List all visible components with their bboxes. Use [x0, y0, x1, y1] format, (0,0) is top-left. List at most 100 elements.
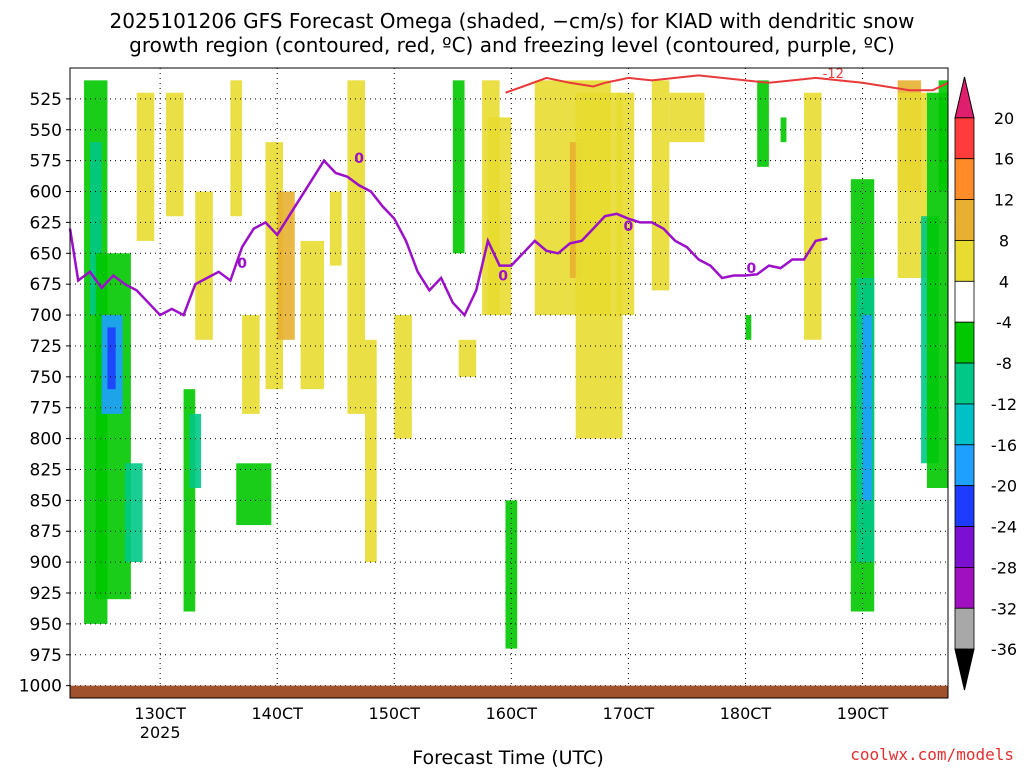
y-tick-label-850: 850	[30, 491, 62, 511]
y-tick-label-725: 725	[30, 337, 62, 357]
colorbar-tick-13: -36	[991, 640, 1017, 659]
x-tick-label-19: 190CT	[837, 704, 889, 723]
colorbar-tick-6: -8	[996, 354, 1012, 373]
dgz-contour-label: -12	[823, 67, 844, 82]
y-tick-label-900: 900	[30, 553, 62, 573]
omega-shade-20	[394, 315, 412, 439]
omega-shade-37	[862, 315, 872, 501]
colorbar: 20 16 12 8 4 -4 -8 -12 -16 -20 -24 -28 -32 -36	[954, 76, 1017, 691]
omega-shade-10	[195, 191, 213, 340]
colorbar-swatch-8	[954, 403, 975, 446]
omega-shade-30	[651, 80, 670, 291]
y-tick-label-525: 525	[30, 90, 62, 110]
y-tick-label-625: 625	[30, 213, 62, 233]
colorbar-tick-3: 8	[999, 231, 1009, 250]
y-tick-label-875: 875	[30, 522, 62, 542]
omega-shade-17	[329, 191, 342, 266]
colorbar-swatch-1	[954, 117, 975, 160]
y-tick-label-825: 825	[30, 460, 62, 480]
colorbar-swatch-2	[954, 158, 975, 201]
omega-shade-22	[458, 339, 477, 377]
omega-shade-5	[125, 463, 143, 563]
x-tick-label-16: 160CT	[486, 704, 538, 723]
colorbar-swatch-5	[954, 280, 975, 323]
colorbar-swatch-7	[954, 362, 975, 405]
y-tick-label-575: 575	[30, 152, 62, 172]
plot-area: 0 0 0 0 0 -12	[68, 67, 949, 699]
omega-shade-12	[236, 463, 272, 526]
plot-frame	[69, 67, 949, 699]
colorbar-tick-5: -4	[996, 313, 1012, 332]
colorbar-swatch-12	[954, 567, 975, 609]
colorbar-tick-2: 12	[994, 191, 1014, 210]
y-tick-label-550: 550	[30, 121, 62, 141]
x-tick-sublabel-13: 2025	[140, 723, 181, 742]
y-axis: 525 550 575 600 625 650 675 700 725 750 775 800 825 8…	[19, 90, 70, 697]
y-tick-label-775: 775	[30, 399, 62, 419]
x-tick-label-18: 180CT	[720, 704, 772, 723]
colorbar-tick-0: 20	[994, 109, 1014, 128]
y-tick-label-675: 675	[30, 275, 62, 295]
x-tick-label-13: 130CT	[134, 704, 186, 723]
freezing-level-label-3: 0	[746, 261, 756, 277]
y-tick-label-950: 950	[30, 615, 62, 635]
freezing-level-label-2: 0	[624, 219, 634, 235]
omega-shade-16	[300, 240, 325, 390]
colorbar-tick-7: -12	[991, 395, 1017, 414]
omega-shade-7	[165, 92, 184, 217]
terrain-band	[70, 685, 948, 698]
colorbar-tick-4: 4	[999, 272, 1009, 291]
colorbar-tick-11: -28	[991, 558, 1017, 577]
omega-shade-25	[505, 500, 518, 649]
colorbar-tick-8: -16	[991, 436, 1017, 455]
y-tick-label-650: 650	[30, 244, 62, 264]
colorbar-swatch-6	[954, 321, 975, 364]
colorbar-swatch-11	[954, 526, 975, 568]
colorbar-swatch-4	[954, 240, 975, 282]
y-tick-label-975: 975	[30, 646, 62, 666]
omega-shade-28	[575, 92, 623, 439]
omega-shade-29	[616, 92, 635, 316]
colorbar-tick-9: -20	[991, 477, 1017, 496]
colorbar-swatch-10	[954, 485, 975, 527]
y-tick-label-1000: 1000	[19, 677, 62, 697]
omega-shade-11	[230, 80, 243, 217]
omega-shade-21	[452, 80, 465, 254]
colorbar-swatch-3	[954, 199, 975, 241]
omega-shade-42	[745, 315, 752, 340]
omega-shade-9	[189, 413, 202, 488]
x-tick-label-15: 150CT	[369, 704, 421, 723]
colorbar-tick-12: -32	[991, 599, 1017, 618]
freezing-level-label-0: 0	[354, 151, 364, 167]
x-tick-label-14: 140CT	[251, 704, 303, 723]
omega-shade-8	[183, 389, 196, 612]
omega-shade-15	[277, 191, 295, 340]
colorbar-swatch-13	[954, 607, 975, 650]
omega-shade-6	[136, 92, 155, 241]
colorbar-swatch-9	[954, 444, 975, 487]
omega-shade-1	[89, 142, 102, 316]
dgz-contour-line	[505, 74, 949, 94]
y-tick-label-800: 800	[30, 430, 62, 450]
x-axis-label: Forecast Time (UTC)	[412, 747, 603, 768]
chart-title-line2: growth region (contoured, red, ºC) and f…	[129, 33, 895, 57]
colorbar-tick-1: 16	[994, 150, 1014, 169]
y-tick-label-700: 700	[30, 306, 62, 326]
omega-shade-18	[347, 80, 366, 414]
omega-shade-32	[757, 80, 769, 167]
chart-title-line1: 2025101206 GFS Forecast Omega (shaded, −…	[110, 9, 915, 33]
omega-shade-4	[107, 327, 116, 390]
freezing-level-line	[68, 158, 828, 318]
omega-shade-19	[365, 339, 377, 563]
omega-shade-43	[938, 80, 948, 192]
colorbar-tick-10: -24	[991, 518, 1017, 537]
omega-shade-33	[780, 117, 787, 143]
freezing-level-label-4: 0	[237, 256, 247, 272]
y-tick-label-600: 600	[30, 183, 62, 203]
freezing-level-label-1: 0	[498, 268, 508, 284]
x-tick-label-17: 170CT	[603, 704, 655, 723]
omega-shade-34	[804, 92, 822, 340]
y-tick-label-925: 925	[30, 584, 62, 604]
